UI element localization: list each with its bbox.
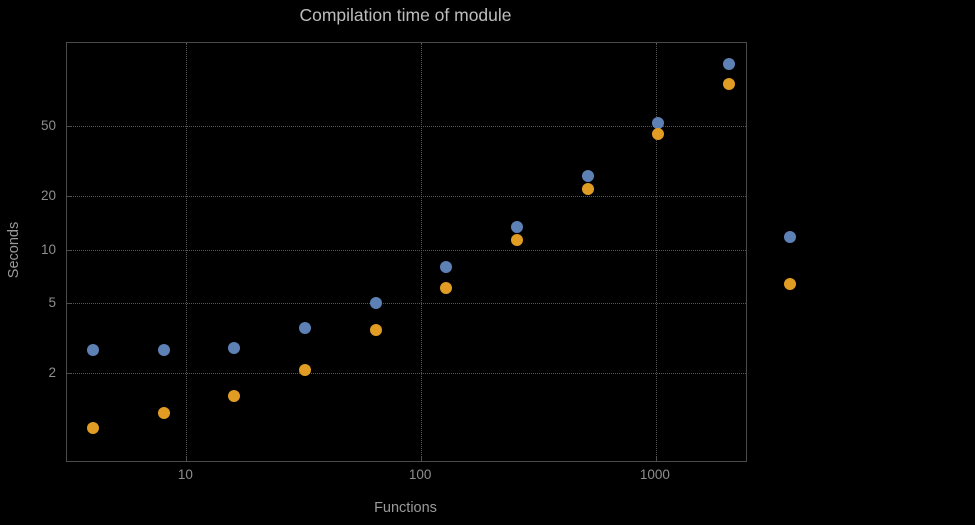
data-point-series-1-blue <box>581 170 594 183</box>
x-tick-10 <box>186 457 188 461</box>
legend-marker-series-2-orange <box>784 278 796 290</box>
data-point-series-2-orange <box>510 234 523 247</box>
y-tick-label-10: 10 <box>40 241 56 257</box>
y-tick-label-20: 20 <box>40 188 56 204</box>
data-point-series-2-orange <box>228 389 241 402</box>
data-point-series-2-orange <box>369 324 382 337</box>
data-point-series-1-blue <box>510 220 523 233</box>
y-tick-label-2: 2 <box>48 365 56 381</box>
data-point-series-1-blue <box>369 296 382 309</box>
x-tick-1000 <box>655 457 657 461</box>
x-axis-label: Functions <box>374 500 437 516</box>
data-point-series-1-blue <box>228 341 241 354</box>
y-tick-50 <box>67 125 71 127</box>
gridline-y-10 <box>67 249 746 251</box>
y-tick-2 <box>67 373 71 375</box>
x-tick-label-10: 10 <box>177 467 193 482</box>
data-point-series-2-orange <box>298 363 311 376</box>
data-point-series-2-orange <box>652 128 665 140</box>
data-point-series-1-blue <box>440 260 453 273</box>
gridline-y-2 <box>67 373 746 375</box>
data-point-series-2-orange <box>722 78 735 91</box>
x-tick-label-1000: 1000 <box>639 467 670 482</box>
data-point-series-1-blue <box>157 344 170 357</box>
data-point-series-1-blue <box>652 116 665 129</box>
legend-marker-series-1-blue <box>784 231 796 243</box>
x-tick-label-100: 100 <box>408 467 432 482</box>
y-tick-20 <box>67 196 71 198</box>
y-tick-label-50: 50 <box>40 117 56 133</box>
y-tick-5 <box>67 302 71 304</box>
data-point-series-2-orange <box>581 183 594 196</box>
data-point-series-2-orange <box>86 422 99 435</box>
data-point-series-1-blue <box>86 344 99 357</box>
data-point-series-2-orange <box>440 281 453 294</box>
data-point-series-2-orange <box>157 406 170 419</box>
plot-area <box>66 42 747 462</box>
data-point-series-1-blue <box>722 57 735 70</box>
x-tick-100 <box>421 457 423 461</box>
gridline-y-5 <box>67 302 746 304</box>
data-point-series-1-blue <box>298 322 311 335</box>
gridline-y-50 <box>67 125 746 127</box>
y-tick-label-5: 5 <box>48 294 56 310</box>
gridline-y-20 <box>67 196 746 198</box>
gridline-x-1000 <box>655 43 657 461</box>
gridline-x-10 <box>186 43 188 461</box>
chart-title: Compilation time of module <box>299 5 512 25</box>
y-tick-10 <box>67 249 71 251</box>
gridline-x-100 <box>421 43 423 461</box>
